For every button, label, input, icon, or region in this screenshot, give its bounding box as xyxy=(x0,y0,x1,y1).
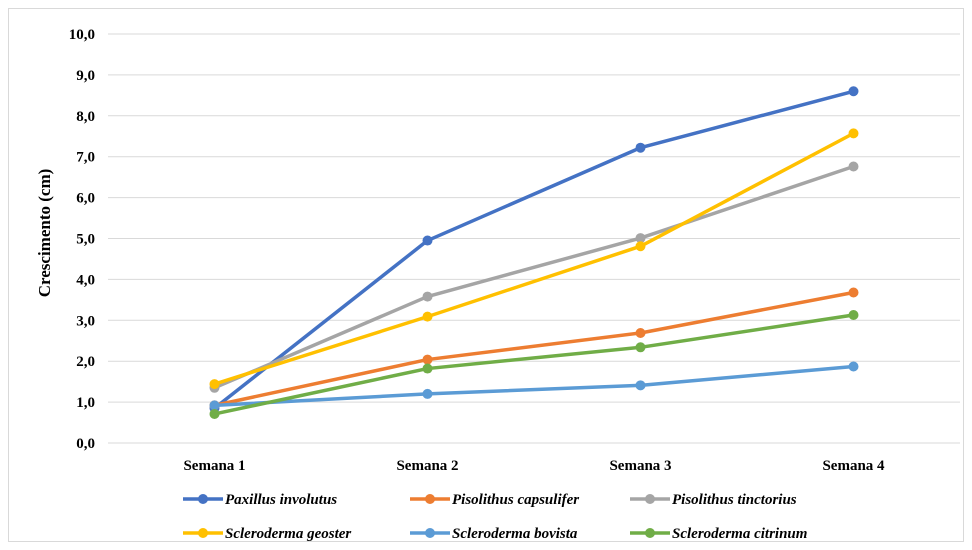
legend-label: Scleroderma citrinum xyxy=(672,526,807,542)
data-point xyxy=(635,327,646,338)
legend-label: Pisolithus tinctorius xyxy=(672,492,797,508)
data-point xyxy=(422,354,433,365)
series-line xyxy=(212,131,856,386)
y-axis-title: Crescimento (cm) xyxy=(35,169,54,298)
legend-swatch-marker xyxy=(425,494,435,504)
data-point xyxy=(635,241,646,252)
legend-label: Pisolithus capsulifer xyxy=(452,492,579,508)
data-point xyxy=(635,142,646,153)
x-tick-label: Semana 3 xyxy=(609,458,671,474)
y-tick-label: 10,0 xyxy=(69,27,95,43)
series-line xyxy=(212,313,856,416)
data-point xyxy=(848,361,859,372)
legend-label: Paxillus involutus xyxy=(225,492,337,508)
x-tick-label: Semana 2 xyxy=(396,458,458,474)
chart-frame xyxy=(8,8,964,542)
y-tick-label: 1,0 xyxy=(76,395,95,411)
data-point xyxy=(848,287,859,298)
y-tick-labels: 0,0 1,0 2,0 3,0 4,0 5,0 6,0 7,0 8,0 9,0 10,0 xyxy=(69,27,95,452)
data-point xyxy=(209,408,220,419)
data-point xyxy=(848,309,859,320)
series-line xyxy=(212,164,856,390)
data-point xyxy=(209,400,220,411)
x-tick-labels: Semana 1 Semana 2 Semana 3 Semana 4 xyxy=(183,458,885,474)
y-tick-label: 5,0 xyxy=(76,232,95,248)
legend-swatch-marker xyxy=(425,528,435,538)
legend-swatch-marker xyxy=(645,494,655,504)
data-point xyxy=(635,342,646,353)
y-tick-label: 7,0 xyxy=(76,150,95,166)
legend-swatch-marker xyxy=(645,528,655,538)
series-lines xyxy=(209,86,859,419)
data-point xyxy=(422,311,433,322)
data-point xyxy=(848,86,859,97)
data-point xyxy=(848,128,859,139)
y-tick-label: 8,0 xyxy=(76,109,95,125)
legend-label: Scleroderma bovista xyxy=(452,526,578,542)
series-line xyxy=(212,364,856,408)
data-point xyxy=(422,235,433,246)
y-tick-label: 0,0 xyxy=(76,436,95,452)
y-tick-label: 9,0 xyxy=(76,68,95,84)
data-point xyxy=(422,363,433,374)
data-point xyxy=(422,388,433,399)
x-tick-label: Semana 1 xyxy=(183,458,245,474)
data-point xyxy=(635,380,646,391)
legend: Paxillus involutus Pisolithus capsulifer P… xyxy=(183,492,807,542)
legend-swatch-marker xyxy=(198,494,208,504)
y-tick-label: 6,0 xyxy=(76,191,95,207)
data-point xyxy=(635,233,646,244)
x-tick-label: Semana 4 xyxy=(822,458,885,474)
legend-swatch-marker xyxy=(198,528,208,538)
data-point xyxy=(422,291,433,302)
data-point xyxy=(848,161,859,172)
series-line xyxy=(212,290,856,408)
y-tick-label: 3,0 xyxy=(76,313,95,329)
data-point xyxy=(209,379,220,390)
legend-label: Scleroderma geoster xyxy=(225,526,351,542)
y-tick-label: 4,0 xyxy=(76,272,95,288)
y-tick-label: 2,0 xyxy=(76,354,95,370)
series-line xyxy=(212,89,856,410)
